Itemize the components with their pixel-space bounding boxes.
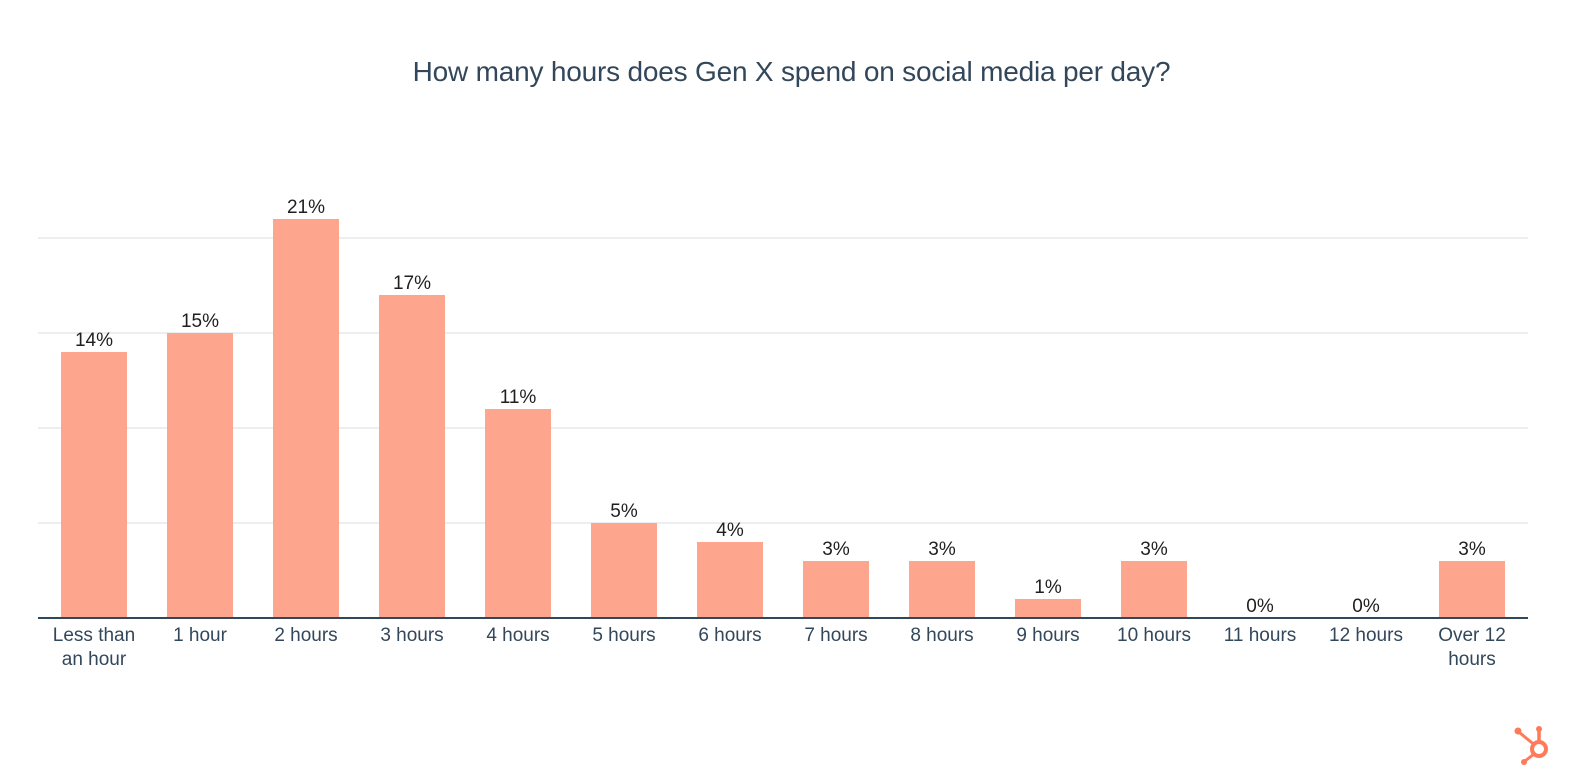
bar <box>1121 561 1187 618</box>
x-tick-label: 1 hour <box>173 625 228 646</box>
hubspot-sprocket-icon <box>1514 726 1548 765</box>
bars <box>61 219 1505 618</box>
data-label: 4% <box>716 520 744 541</box>
x-tick-label: 8 hours <box>910 625 973 646</box>
data-label: 0% <box>1352 596 1380 617</box>
data-label: 5% <box>610 501 638 522</box>
data-label: 3% <box>928 539 956 560</box>
bar <box>273 219 339 618</box>
data-label: 3% <box>1458 539 1486 560</box>
x-tick-label: 10 hours <box>1117 625 1191 646</box>
x-tick-label: 5 hours <box>592 625 655 646</box>
gridlines <box>38 237 1528 524</box>
data-label: 3% <box>1140 539 1168 560</box>
bar <box>379 295 445 618</box>
bar <box>485 409 551 618</box>
bar <box>1015 599 1081 618</box>
bar <box>909 561 975 618</box>
x-tick-label: 4 hours <box>486 625 549 646</box>
chart-title: How many hours does Gen X spend on socia… <box>412 56 1171 87</box>
data-label: 11% <box>500 387 537 408</box>
x-tick-label: 11 hours <box>1224 625 1297 646</box>
bar <box>167 333 233 618</box>
data-label: 0% <box>1246 596 1274 617</box>
bar <box>591 523 657 618</box>
x-tick-label: 2 hours <box>274 625 337 646</box>
data-label: 15% <box>181 311 219 332</box>
x-tick-label: an hour <box>62 649 127 670</box>
data-label: 3% <box>822 539 850 560</box>
bar <box>803 561 869 618</box>
x-tick-label: 7 hours <box>804 625 867 646</box>
data-label: 1% <box>1034 577 1062 598</box>
x-tick-label: Over 12 <box>1438 625 1506 646</box>
x-tick-label: hours <box>1448 649 1496 670</box>
data-label: 17% <box>393 273 431 294</box>
x-tick-label: 3 hours <box>380 625 443 646</box>
x-tick-label: 12 hours <box>1329 625 1403 646</box>
x-tick-label: 9 hours <box>1016 625 1079 646</box>
bar <box>61 352 127 618</box>
bar <box>1439 561 1505 618</box>
x-tick-labels: Less than an hour 1 hour 2 hours 3 hours 4 ho… <box>53 625 1506 670</box>
data-label: 14% <box>75 330 113 351</box>
x-tick-label: 6 hours <box>698 625 761 646</box>
bar <box>697 542 763 618</box>
data-label: 21% <box>287 197 325 218</box>
x-tick-label: Less than <box>53 625 135 646</box>
data-labels: 14% 15% 21% 17% 11% 5% 4% 3% 3% 1% 3% 0% 0% 3% <box>75 197 1486 617</box>
